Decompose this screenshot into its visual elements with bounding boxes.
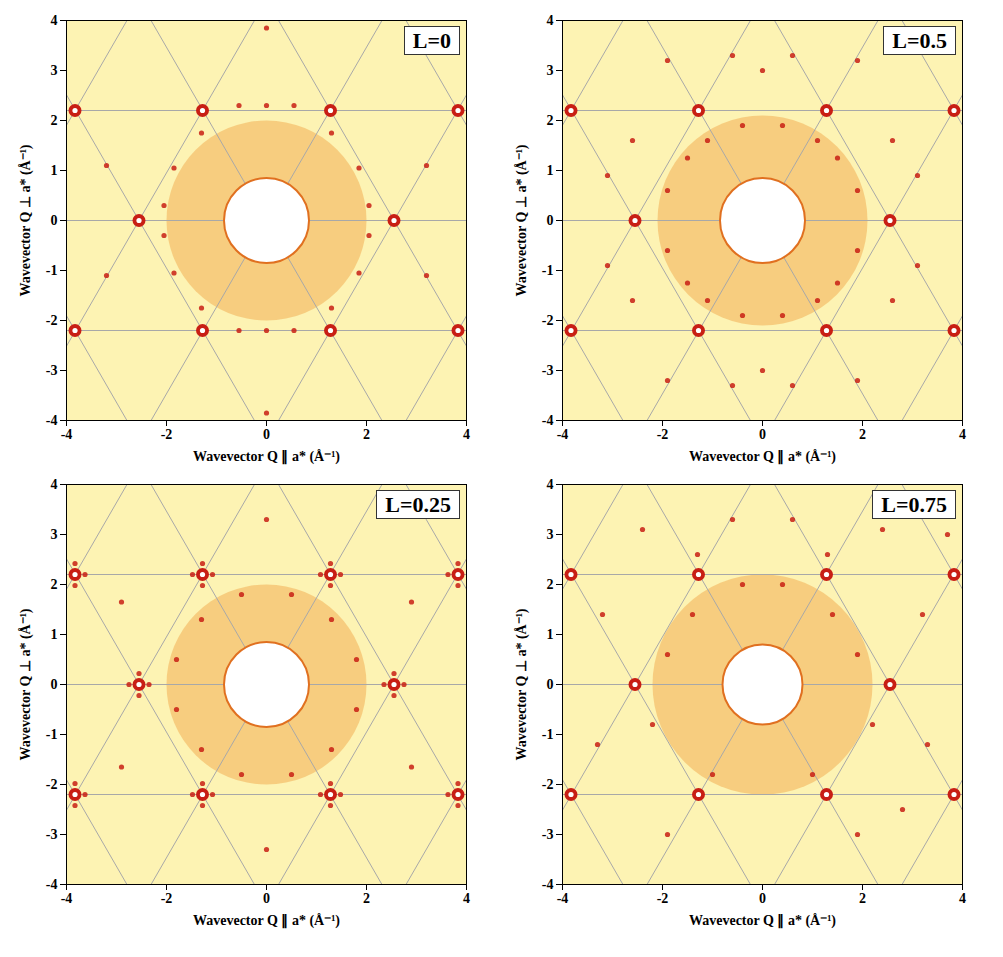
svg-text:Wavevector Q ∥ a* (Å⁻¹): Wavevector Q ∥ a* (Å⁻¹) [193, 913, 340, 929]
svg-text:-4: -4 [542, 413, 554, 428]
svg-text:-3: -3 [46, 827, 58, 842]
svg-text:0: 0 [759, 427, 766, 442]
svg-text:-3: -3 [46, 363, 58, 378]
svg-text:-2: -2 [46, 777, 58, 792]
svg-text:4: 4 [463, 891, 470, 906]
svg-text:1: 1 [51, 627, 58, 642]
svg-text:Wavevector Q ⊥ a* (Å⁻¹): Wavevector Q ⊥ a* (Å⁻¹) [18, 608, 34, 760]
svg-text:0: 0 [547, 677, 554, 692]
svg-text:1: 1 [547, 163, 554, 178]
svg-text:-1: -1 [542, 263, 554, 278]
svg-text:-3: -3 [542, 363, 554, 378]
svg-text:-2: -2 [542, 313, 554, 328]
svg-text:3: 3 [51, 527, 58, 542]
svg-text:2: 2 [547, 113, 554, 128]
svg-text:4: 4 [463, 427, 470, 442]
svg-text:4: 4 [51, 13, 58, 28]
svg-text:-3: -3 [542, 827, 554, 842]
svg-text:-4: -4 [46, 877, 58, 892]
svg-text:3: 3 [547, 527, 554, 542]
svg-text:2: 2 [363, 891, 370, 906]
svg-text:0: 0 [263, 891, 270, 906]
svg-text:4: 4 [959, 427, 966, 442]
svg-text:Wavevector Q ⊥ a* (Å⁻¹): Wavevector Q ⊥ a* (Å⁻¹) [18, 144, 34, 296]
svg-text:2: 2 [51, 113, 58, 128]
svg-text:1: 1 [51, 163, 58, 178]
svg-text:2: 2 [859, 427, 866, 442]
html-text:L=0.25: L=0.25 [385, 492, 451, 517]
svg-text:-1: -1 [46, 263, 58, 278]
svg-text:-4: -4 [46, 413, 58, 428]
html-text:L=0.75: L=0.75 [881, 492, 947, 517]
svg-text:4: 4 [547, 13, 554, 28]
svg-text:Wavevector Q ⊥ a* (Å⁻¹): Wavevector Q ⊥ a* (Å⁻¹) [514, 608, 530, 760]
svg-text:Wavevector Q ∥ a* (Å⁻¹): Wavevector Q ∥ a* (Å⁻¹) [193, 449, 340, 465]
svg-text:0: 0 [547, 213, 554, 228]
svg-text:-2: -2 [161, 427, 173, 442]
svg-text:-4: -4 [61, 891, 73, 906]
svg-text:0: 0 [51, 677, 58, 692]
svg-text:-2: -2 [161, 891, 173, 906]
svg-text:0: 0 [51, 213, 58, 228]
svg-text:-2: -2 [46, 313, 58, 328]
svg-text:-2: -2 [542, 777, 554, 792]
svg-text:2: 2 [363, 427, 370, 442]
svg-text:3: 3 [51, 63, 58, 78]
svg-text:2: 2 [51, 577, 58, 592]
svg-text:Wavevector Q ∥ a* (Å⁻¹): Wavevector Q ∥ a* (Å⁻¹) [689, 913, 836, 929]
svg-text:-4: -4 [557, 891, 569, 906]
svg-text:Wavevector Q ∥ a* (Å⁻¹): Wavevector Q ∥ a* (Å⁻¹) [689, 449, 836, 465]
svg-text:2: 2 [547, 577, 554, 592]
svg-text:-4: -4 [557, 427, 569, 442]
svg-text:0: 0 [759, 891, 766, 906]
svg-text:-1: -1 [542, 727, 554, 742]
svg-text:4: 4 [51, 477, 58, 492]
svg-text:2: 2 [859, 891, 866, 906]
svg-text:0: 0 [263, 427, 270, 442]
svg-text:1: 1 [547, 627, 554, 642]
svg-text:4: 4 [547, 477, 554, 492]
html-text:L=0: L=0 [412, 28, 451, 53]
svg-text:-2: -2 [657, 427, 669, 442]
svg-text:Wavevector Q ⊥ a* (Å⁻¹): Wavevector Q ⊥ a* (Å⁻¹) [514, 144, 530, 296]
svg-text:-1: -1 [46, 727, 58, 742]
svg-text:4: 4 [959, 891, 966, 906]
svg-text:-4: -4 [61, 427, 73, 442]
svg-text:-2: -2 [657, 891, 669, 906]
svg-text:3: 3 [547, 63, 554, 78]
svg-text:-4: -4 [542, 877, 554, 892]
html-text:L=0.5: L=0.5 [892, 28, 947, 53]
